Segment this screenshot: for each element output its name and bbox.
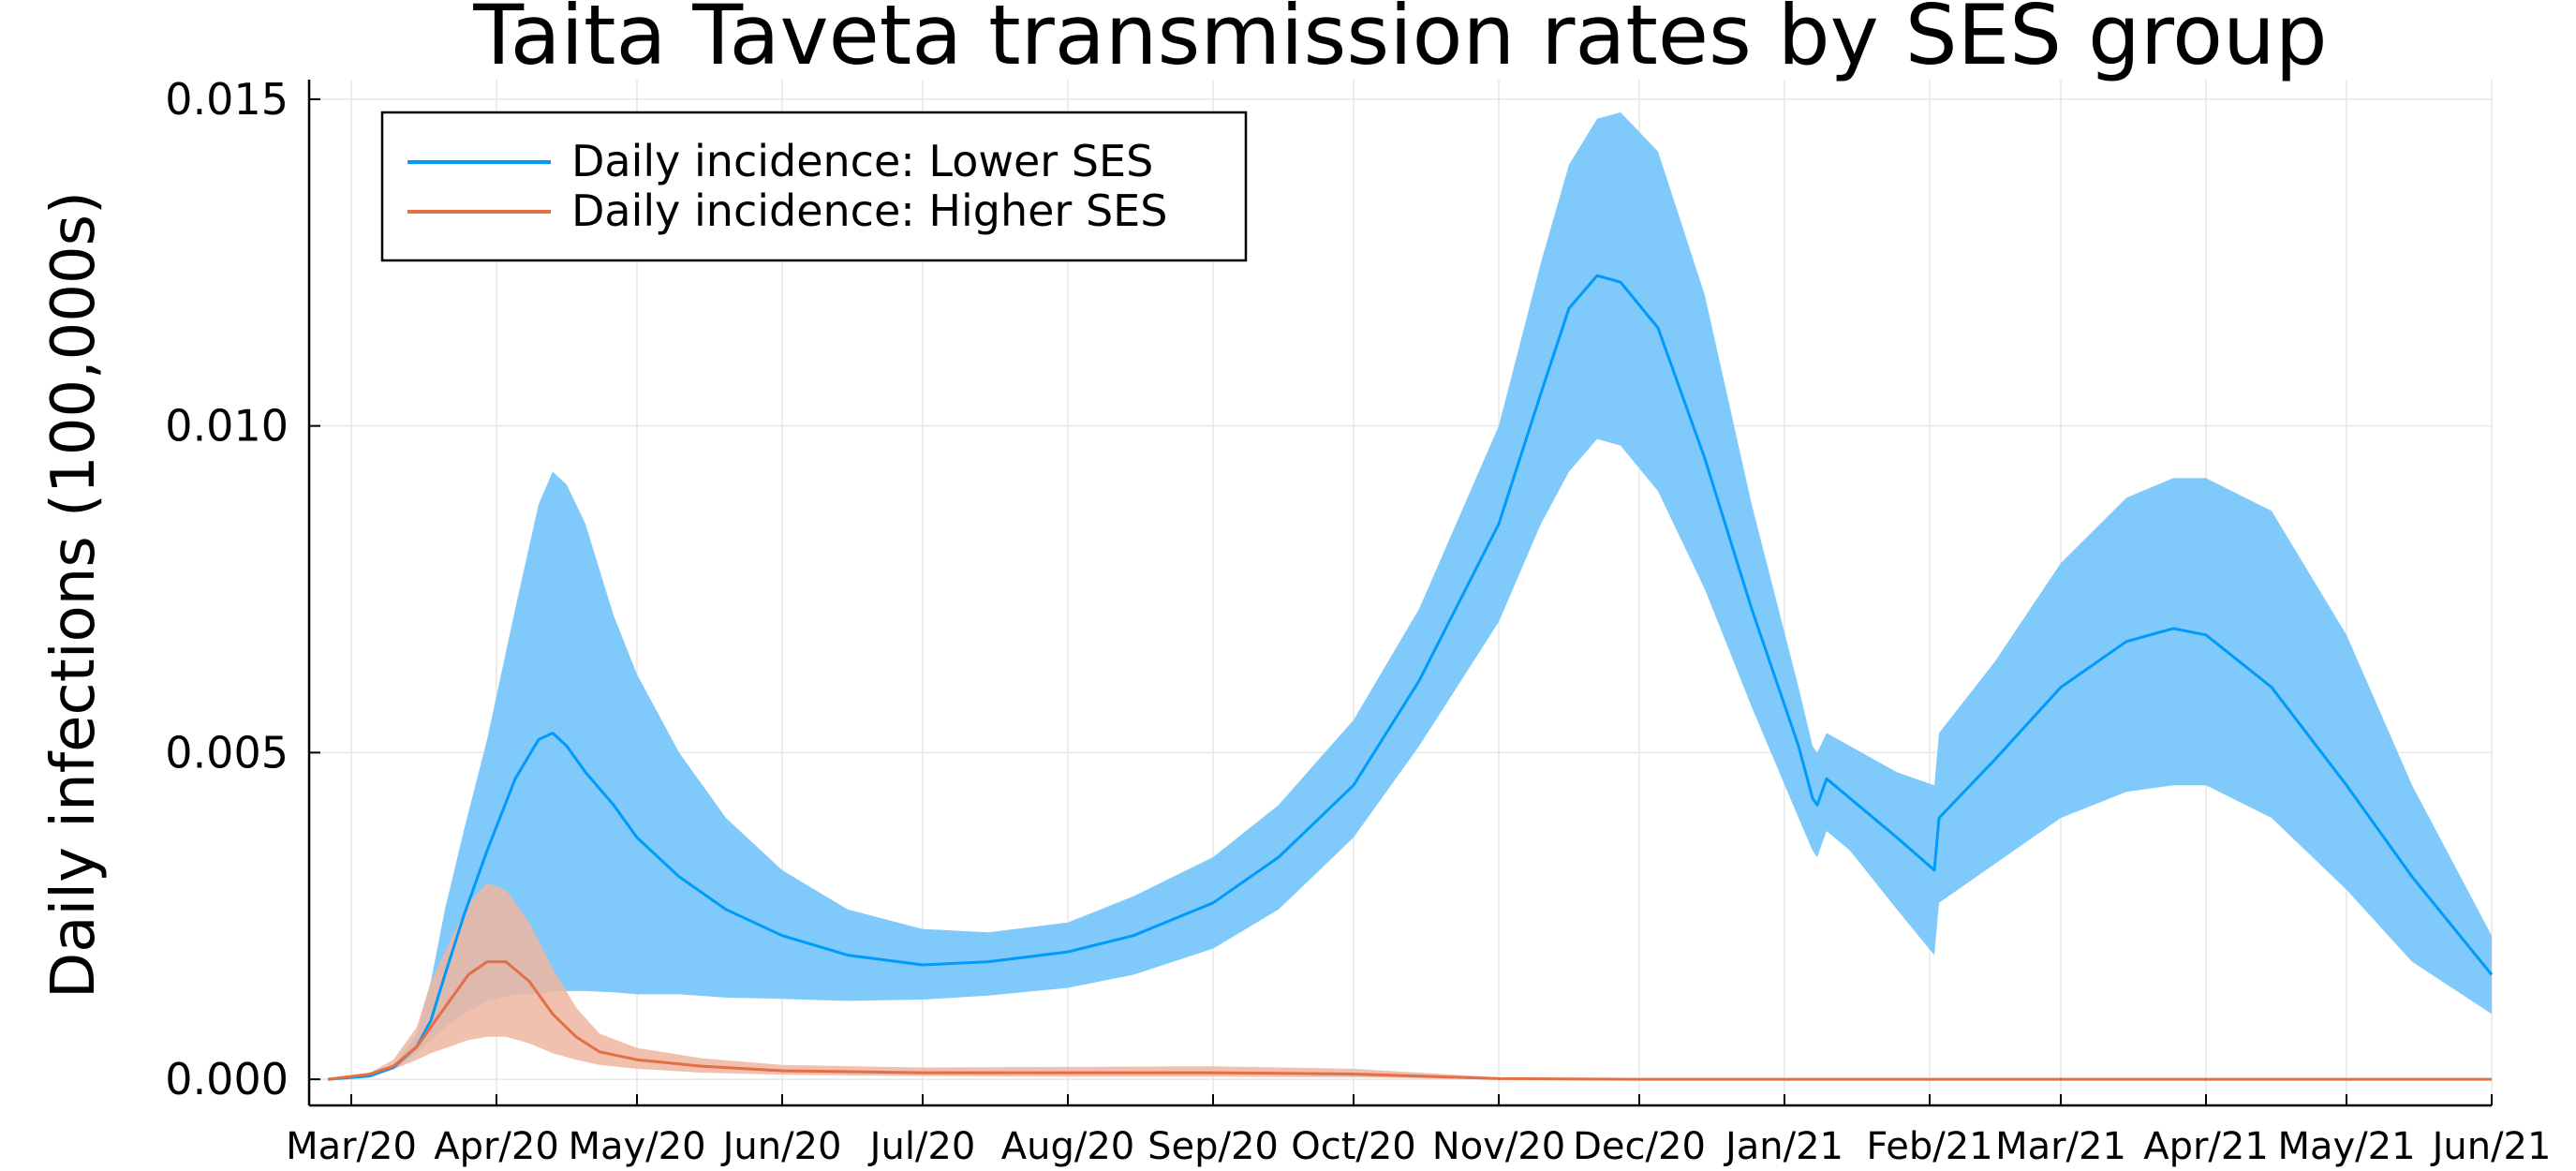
x-tick-label: Sep/20: [1147, 1125, 1279, 1168]
legend-label-lower-ses: Daily incidence: Lower SES: [571, 136, 1153, 186]
y-tick-label: 0.015: [165, 74, 289, 125]
y-tick-label: 0.000: [165, 1054, 289, 1104]
x-tick-label: Jul/20: [867, 1125, 976, 1168]
series-lines: [327, 274, 2494, 1081]
line-lower-ses: [327, 274, 2494, 1081]
x-tick-label: Apr/20: [434, 1125, 559, 1168]
x-tick-label: Dec/20: [1573, 1125, 1706, 1168]
x-tick-label: Nov/20: [1432, 1125, 1565, 1168]
legend-label-higher-ses: Daily incidence: Higher SES: [571, 185, 1167, 236]
ticks: Mar/20 Apr/20 May/20 Jun/20 Jul/20 Aug/20 Sep/…: [165, 74, 2551, 1168]
x-tick-label: Mar/20: [286, 1125, 417, 1168]
confidence-bands: [328, 111, 2492, 1080]
x-tick-label: Jan/21: [1723, 1125, 1843, 1168]
x-tick-label: May/21: [2277, 1125, 2415, 1168]
band-lower-ses: [328, 111, 2492, 1080]
y-tick-label: 0.005: [165, 727, 289, 778]
x-tick-label: Jun/20: [720, 1125, 842, 1168]
chart-title: Taita Taveta transmission rates by SES g…: [472, 0, 2327, 83]
x-tick-label: Jun/21: [2430, 1125, 2552, 1168]
x-tick-label: Mar/21: [1995, 1125, 2126, 1168]
x-tick-label: Oct/20: [1291, 1125, 1416, 1168]
x-tick-label: May/20: [568, 1125, 705, 1168]
y-tick-label: 0.010: [165, 401, 289, 452]
x-tick-label: Feb/21: [1866, 1125, 1992, 1168]
y-axis-label: Daily infections (100,000s): [39, 191, 109, 999]
x-tick-label: Aug/20: [1001, 1125, 1134, 1168]
legend: Daily incidence: Lower SES Daily inciden…: [380, 111, 1248, 262]
line-higher-ses: [327, 960, 2492, 1081]
axes: [307, 80, 2492, 1107]
legend-box: [380, 111, 1248, 262]
x-tick-label: Apr/21: [2143, 1125, 2269, 1168]
